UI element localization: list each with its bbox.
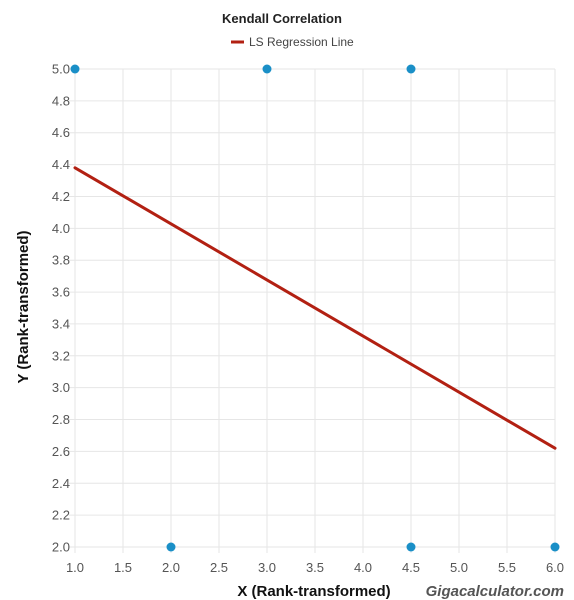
y-tick-label: 2.6 xyxy=(52,444,70,459)
y-tick-label: 4.2 xyxy=(52,189,70,204)
y-tick-label: 2.4 xyxy=(52,476,70,491)
y-tick-label: 4.8 xyxy=(52,93,70,108)
x-tick-label: 1.5 xyxy=(114,560,132,575)
scatter-point[interactable] xyxy=(262,64,272,74)
x-tick-label: 4.0 xyxy=(354,560,372,575)
x-tick-label: 3.5 xyxy=(306,560,324,575)
y-tick-label: 3.6 xyxy=(52,285,70,300)
x-axis-title: X (Rank-transformed) xyxy=(237,583,390,600)
y-tick-label: 2.2 xyxy=(52,508,70,523)
y-tick-label: 4.4 xyxy=(52,157,70,172)
x-tick-label: 1.0 xyxy=(66,560,84,575)
y-tick-label: 2.0 xyxy=(52,540,70,555)
y-tick-label: 3.0 xyxy=(52,380,70,395)
x-tick-label: 6.0 xyxy=(546,560,564,575)
regression-series xyxy=(73,166,557,450)
y-axis-title: Y (Rank-transformed) xyxy=(15,230,32,383)
scatter-point[interactable] xyxy=(70,64,80,74)
x-tick-label: 5.0 xyxy=(450,560,468,575)
scatter-point[interactable] xyxy=(406,64,416,74)
scatter-point[interactable] xyxy=(166,542,176,552)
x-tick-label: 2.5 xyxy=(210,560,228,575)
x-tick-label: 2.0 xyxy=(162,560,180,575)
regression-line xyxy=(73,166,557,450)
watermark: Gigacalculator.com xyxy=(426,583,564,600)
x-tick-label: 3.0 xyxy=(258,560,276,575)
x-tick-label: 4.5 xyxy=(402,560,420,575)
legend[interactable]: LS Regression Line xyxy=(231,35,354,49)
chart-title: Kendall Correlation xyxy=(222,11,342,26)
scatter-point[interactable] xyxy=(550,542,560,552)
x-tick-label: 5.5 xyxy=(498,560,516,575)
y-tick-label: 3.4 xyxy=(52,316,70,331)
y-tick-label: 5.0 xyxy=(52,62,70,77)
scatter-points xyxy=(70,64,560,552)
y-tick-label: 3.8 xyxy=(52,253,70,268)
tick-labels: 1.0 1.5 2.0 2.5 3.0 3.5 4.0 4.5 5.0 5.5 6.0 2.0 2.2 2… xyxy=(52,62,564,576)
y-tick-label: 4.0 xyxy=(52,221,70,236)
legend-label: LS Regression Line xyxy=(249,35,354,49)
grid xyxy=(69,68,556,553)
y-tick-label: 2.8 xyxy=(52,412,70,427)
y-tick-label: 4.6 xyxy=(52,125,70,140)
scatter-point[interactable] xyxy=(406,542,416,552)
y-tick-label: 3.2 xyxy=(52,348,70,363)
